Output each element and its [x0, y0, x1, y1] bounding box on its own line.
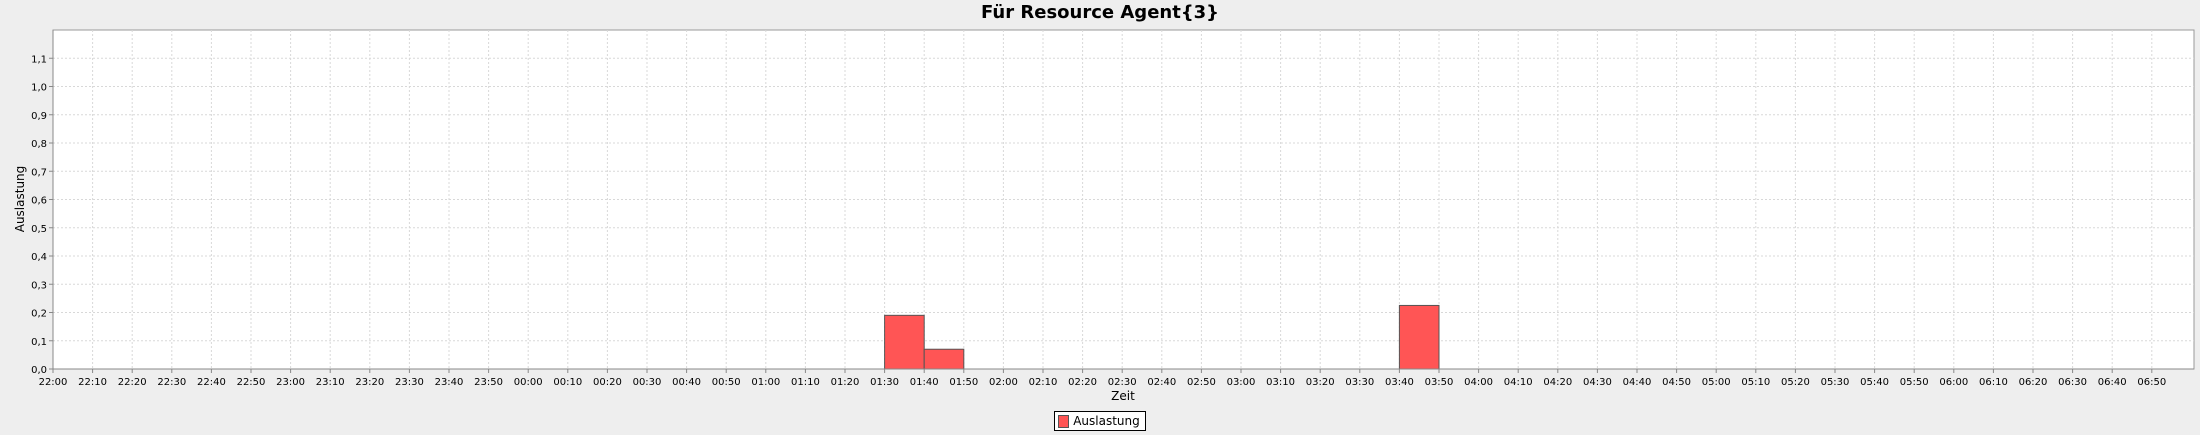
x-tick-label: 06:40: [2098, 377, 2127, 388]
x-tick-label: 23:30: [395, 377, 424, 388]
x-tick-label: 06:10: [1979, 377, 2008, 388]
y-axis-label: Auslastung: [13, 166, 27, 233]
x-tick-label: 04:10: [1504, 377, 1533, 388]
x-tick-label: 00:10: [553, 377, 582, 388]
x-tick-label: 02:10: [1029, 377, 1058, 388]
x-tick-label: 00:40: [672, 377, 701, 388]
x-tick-label: 04:50: [1662, 377, 1691, 388]
x-tick-label: 05:40: [1860, 377, 1889, 388]
y-axis-ticks: 0,0 0,1 0,2 0,3 0,4 0,5 0,6 0,7 0,8 0,9 1,0 1,1: [31, 54, 53, 376]
x-tick-label: 02:50: [1187, 377, 1216, 388]
x-tick-label: 22:10: [78, 377, 107, 388]
legend-box: Auslastung: [1054, 411, 1146, 431]
bar: [923, 348, 965, 370]
x-tick-label: 04:20: [1543, 377, 1572, 388]
x-tick-label: 23:10: [316, 377, 345, 388]
x-tick-label: 23:50: [474, 377, 503, 388]
y-tick-label: 0,8: [31, 139, 47, 150]
x-tick-label: 04:00: [1464, 377, 1493, 388]
y-tick-label: 0,7: [31, 167, 47, 178]
x-tick-label: 06:00: [1939, 377, 1968, 388]
x-tick-label: 00:50: [712, 377, 741, 388]
x-tick-label: 02:20: [1068, 377, 1097, 388]
x-tick-label: 02:30: [1108, 377, 1137, 388]
x-tick-label: 03:20: [1306, 377, 1335, 388]
x-tick-label: 03:50: [1425, 377, 1454, 388]
y-tick-label: 1,0: [31, 83, 47, 94]
x-tick-label: 06:50: [2137, 377, 2166, 388]
x-tick-label: 06:20: [2019, 377, 2048, 388]
x-tick-label: 23:20: [355, 377, 384, 388]
x-tick-label: 05:30: [1821, 377, 1850, 388]
grid-layer: [53, 30, 2194, 369]
x-tick-label: 05:10: [1741, 377, 1770, 388]
x-tick-label: 05:50: [1900, 377, 1929, 388]
x-tick-label: 02:00: [989, 377, 1018, 388]
x-tick-label: 02:40: [1147, 377, 1176, 388]
x-tick-label: 05:20: [1781, 377, 1810, 388]
x-tick-label: 22:40: [197, 377, 226, 388]
x-tick-label: 01:20: [831, 377, 860, 388]
x-tick-label: 00:20: [593, 377, 622, 388]
x-axis-ticks: 22:00 22:10 22:20 22:30 22:40 22:50 23:00 23:10…: [39, 369, 2166, 388]
x-tick-label: 05:00: [1702, 377, 1731, 388]
x-tick-label: 22:50: [237, 377, 266, 388]
y-tick-label: 0,9: [31, 111, 47, 122]
x-axis-label: Zeit: [1111, 389, 1135, 403]
y-tick-label: 0,5: [31, 224, 47, 235]
x-tick-label: 23:40: [435, 377, 464, 388]
x-tick-label: 03:40: [1385, 377, 1414, 388]
x-tick-label: 01:40: [910, 377, 939, 388]
x-tick-label: 01:30: [870, 377, 899, 388]
x-tick-label: 03:30: [1345, 377, 1374, 388]
x-tick-label: 00:30: [633, 377, 662, 388]
x-tick-label: 22:30: [157, 377, 186, 388]
x-tick-label: 04:40: [1623, 377, 1652, 388]
x-tick-label: 01:10: [791, 377, 820, 388]
y-tick-label: 0,0: [31, 365, 47, 376]
x-tick-label: 01:00: [751, 377, 780, 388]
legend-label: Auslastung: [1073, 414, 1140, 428]
x-tick-label: 22:00: [39, 377, 68, 388]
x-tick-label: 04:30: [1583, 377, 1612, 388]
chart-title: Für Resource Agent{3}: [981, 2, 1219, 23]
x-tick-label: 03:00: [1227, 377, 1256, 388]
y-tick-label: 0,4: [31, 252, 47, 263]
x-tick-label: 00:00: [514, 377, 543, 388]
bar: [884, 314, 925, 370]
x-tick-label: 06:30: [2058, 377, 2087, 388]
y-tick-label: 0,1: [31, 337, 47, 348]
legend: Auslastung: [0, 411, 2200, 432]
bar: [1398, 304, 1440, 370]
x-tick-label: 23:00: [276, 377, 305, 388]
x-tick-label: 22:20: [118, 377, 147, 388]
y-tick-label: 0,6: [31, 196, 47, 207]
y-tick-label: 0,3: [31, 280, 47, 291]
x-tick-label: 03:10: [1266, 377, 1295, 388]
legend-swatch: [1058, 414, 1070, 428]
y-tick-label: 0,2: [31, 309, 47, 320]
y-tick-label: 1,1: [31, 54, 47, 65]
x-tick-label: 01:50: [949, 377, 978, 388]
